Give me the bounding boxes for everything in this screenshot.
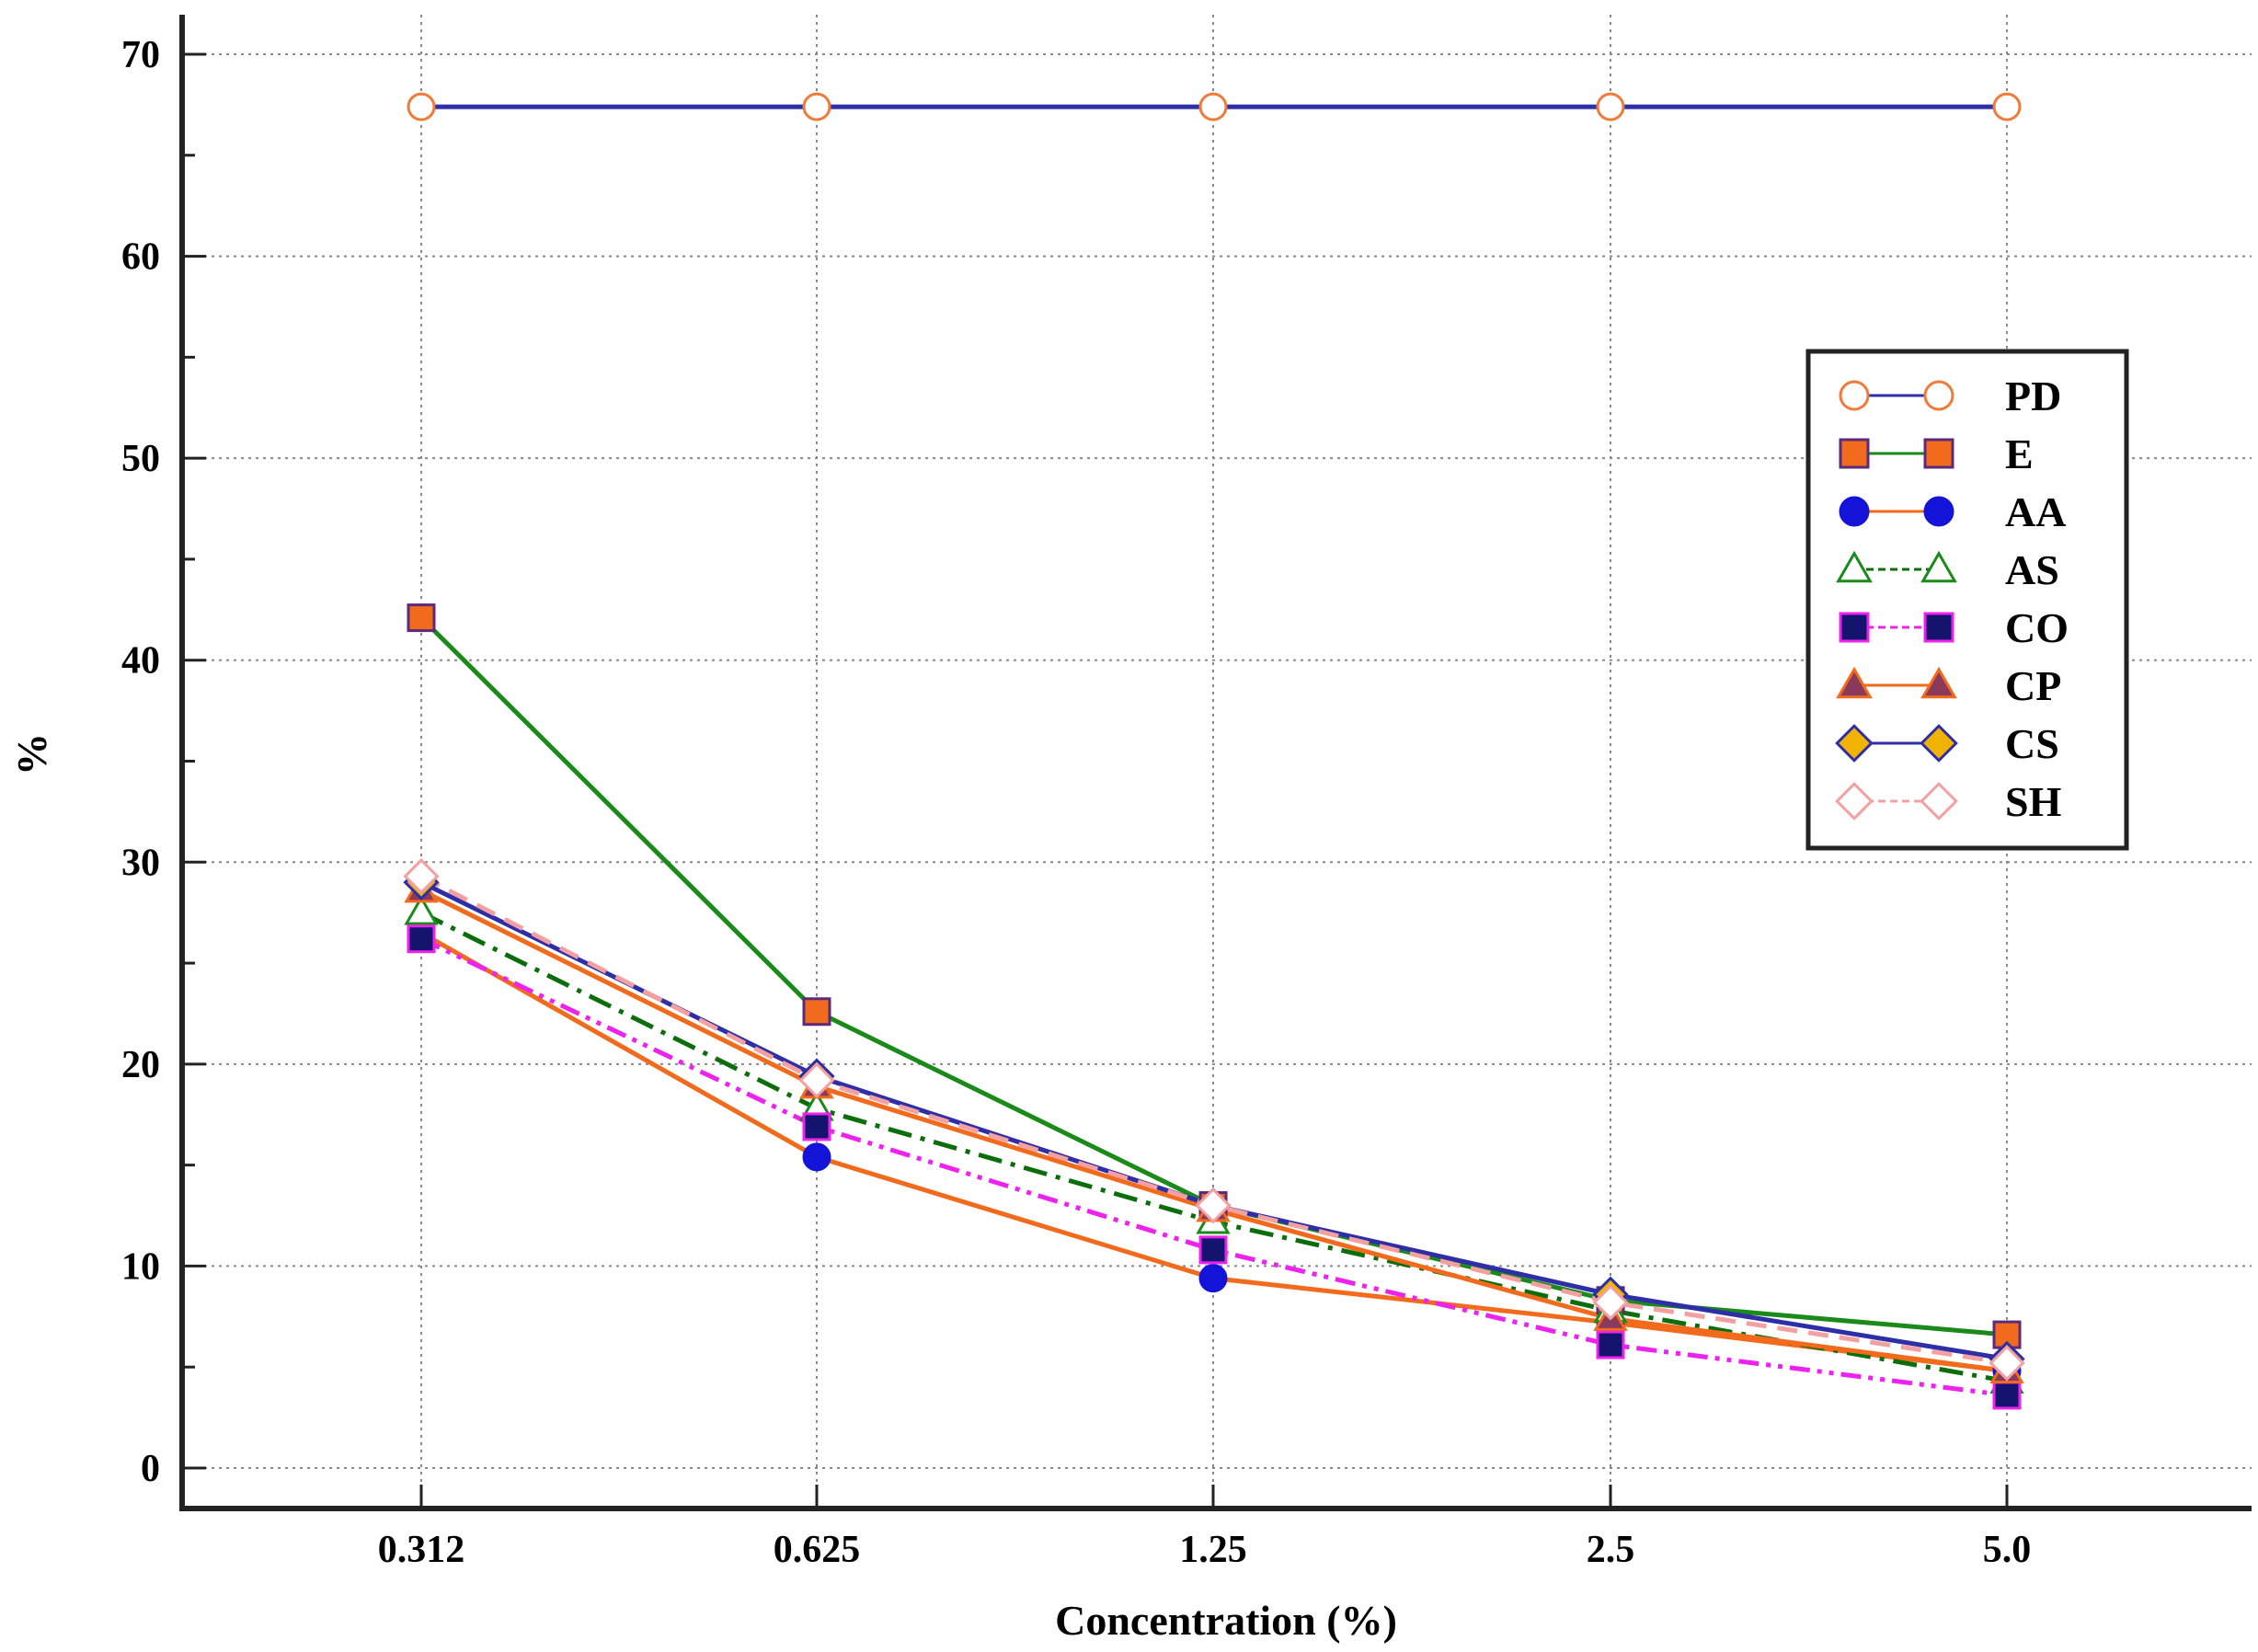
data-point-co <box>407 924 436 954</box>
legend-marker-as <box>1920 550 1957 583</box>
axes <box>179 15 2252 1511</box>
legend-label-sh: SH <box>2005 778 2062 825</box>
data-point-sh <box>1592 1284 1629 1321</box>
x-tick-label: 1.25 <box>1179 1529 1247 1571</box>
legend-marker-cs <box>1835 724 1874 763</box>
legend-marker-cp <box>1920 666 1957 699</box>
data-point-pd <box>1992 92 2022 121</box>
data-point-pd <box>802 92 831 121</box>
data-point-aa <box>802 1142 831 1172</box>
data-point-sh <box>1195 1187 1232 1224</box>
legend-marker-aa <box>1839 496 1870 527</box>
y-tick-label: 70 <box>121 34 160 76</box>
y-tick-label: 0 <box>141 1448 160 1490</box>
legend-marker-cs <box>1920 724 1958 763</box>
legend-marker-co <box>1923 612 1954 643</box>
data-point-as <box>404 895 439 925</box>
y-tick-label: 20 <box>121 1044 160 1086</box>
legend-label-e: E <box>2005 430 2034 477</box>
data-point-aa <box>1198 1264 1228 1293</box>
legend-marker-sh <box>1920 782 1958 820</box>
y-tick-label: 40 <box>121 640 160 683</box>
series-layer <box>403 92 2025 1410</box>
legend-marker-cp <box>1836 666 1873 699</box>
legend-label-aa: AA <box>2005 488 2066 535</box>
data-point-co <box>1992 1381 2022 1410</box>
x-tick-label: 5.0 <box>1983 1529 2032 1571</box>
x-tick-label: 2.5 <box>1587 1529 1635 1571</box>
data-point-sh <box>798 1061 835 1099</box>
y-tick-label: 10 <box>121 1245 160 1288</box>
data-point-sh <box>1989 1345 2025 1382</box>
legend-marker-co <box>1839 612 1870 643</box>
data-point-pd <box>407 92 436 121</box>
legend-marker-sh <box>1835 782 1874 820</box>
legend-label-co: CO <box>2005 604 2069 651</box>
data-point-e <box>407 603 436 633</box>
data-point-pd <box>1198 92 1228 121</box>
x-tick-label: 0.312 <box>378 1529 465 1571</box>
legend-box <box>1805 349 2129 851</box>
data-point-co <box>802 1112 831 1141</box>
legend: PD E AA AS CO CP CS SH <box>1805 349 2129 851</box>
legend-label-pd: PD <box>2005 373 2061 419</box>
series-line-cp <box>419 888 2008 1374</box>
y-axis-title: % <box>8 733 55 775</box>
tick-labels: 0 10 20 30 40 50 60 70 0.312 0.625 1.25 2.5 5.0 <box>121 34 2031 1571</box>
data-point-co <box>1198 1235 1228 1265</box>
legend-label-cs: CS <box>2005 720 2059 767</box>
y-tick-label: 30 <box>121 842 160 884</box>
y-tick-label: 50 <box>121 438 160 480</box>
x-axis-title: Concentration (%) <box>1055 1597 1397 1644</box>
data-point-e <box>802 997 831 1027</box>
data-point-pd <box>1596 92 1625 121</box>
data-point-sh <box>403 858 440 895</box>
legend-label-cp: CP <box>2005 662 2061 709</box>
legend-marker-pd <box>1839 380 1870 411</box>
legend-marker-e <box>1923 438 1954 469</box>
x-tick-label: 0.625 <box>774 1529 861 1571</box>
legend-marker-as <box>1836 550 1873 583</box>
legend-marker-pd <box>1923 380 1954 411</box>
legend-label-as: AS <box>2005 546 2059 593</box>
legend-marker-aa <box>1923 496 1954 527</box>
data-point-co <box>1596 1330 1625 1359</box>
y-tick-label: 60 <box>121 236 160 279</box>
legend-marker-e <box>1839 438 1870 469</box>
